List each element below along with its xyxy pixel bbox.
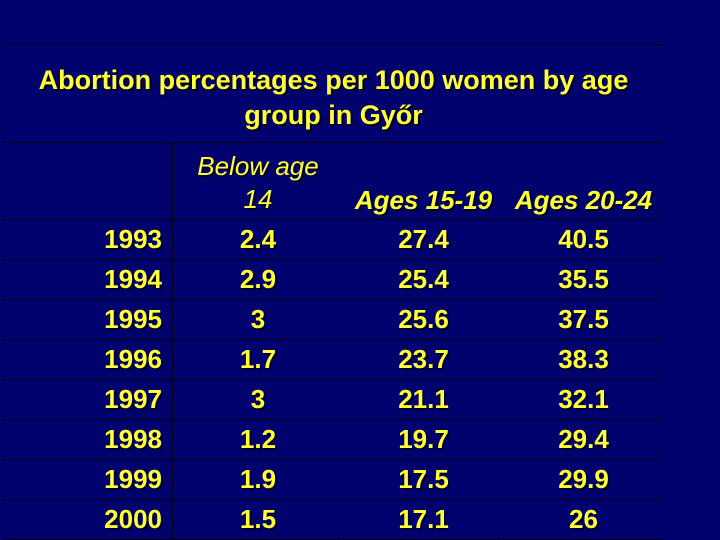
table-row: 1993 2.4 27.4 40.5 bbox=[3, 219, 664, 260]
value-cell: 25.4 bbox=[343, 259, 504, 300]
value-cell: 25.6 bbox=[343, 299, 504, 340]
year-cell: 2000 bbox=[3, 499, 173, 540]
header-year-cell bbox=[3, 142, 173, 220]
value-cell: 17.1 bbox=[343, 499, 504, 540]
year-cell: 1997 bbox=[3, 379, 173, 420]
header-ages-20-24-cell: Ages 20-24 bbox=[503, 142, 664, 220]
value-cell: 17.5 bbox=[343, 459, 504, 500]
year-cell: 1995 bbox=[3, 299, 173, 340]
value-cell: 1.7 bbox=[172, 339, 344, 380]
value-cell: 2.9 bbox=[172, 259, 344, 300]
header-below-14-cell: Below age 14 bbox=[172, 142, 344, 220]
abortion-data-table: Abortion percentages per 1000 women by a… bbox=[3, 44, 664, 540]
value-cell: 37.5 bbox=[503, 299, 664, 340]
value-cell: 27.4 bbox=[343, 219, 504, 260]
value-cell: 19.7 bbox=[343, 419, 504, 460]
header-row: Below age 14 Ages 15-19 Ages 20-24 bbox=[3, 142, 664, 220]
value-cell: 29.9 bbox=[503, 459, 664, 500]
title-cell: Abortion percentages per 1000 women by a… bbox=[3, 44, 664, 143]
value-cell: 2.4 bbox=[172, 219, 344, 260]
year-cell: 1996 bbox=[3, 339, 173, 380]
table-row: 1999 1.9 17.5 29.9 bbox=[3, 459, 664, 500]
table-row: 1997 3 21.1 32.1 bbox=[3, 379, 664, 420]
value-cell: 23.7 bbox=[343, 339, 504, 380]
value-cell: 1.5 bbox=[172, 499, 344, 540]
value-cell: 40.5 bbox=[503, 219, 664, 260]
header-ages-15-19-label: Ages 15-19 bbox=[354, 185, 493, 215]
title-row: Abortion percentages per 1000 women by a… bbox=[3, 44, 664, 143]
slide-title: Abortion percentages per 1000 women by a… bbox=[38, 65, 629, 130]
year-cell: 1999 bbox=[3, 459, 173, 500]
value-cell: 38.3 bbox=[503, 339, 664, 380]
value-cell: 29.4 bbox=[503, 419, 664, 460]
header-ages-20-24-label: Ages 20-24 bbox=[514, 185, 653, 215]
value-cell: 3 bbox=[172, 379, 344, 420]
value-cell: 21.1 bbox=[343, 379, 504, 420]
value-cell: 1.9 bbox=[172, 459, 344, 500]
value-cell: 3 bbox=[172, 299, 344, 340]
value-cell: 26 bbox=[503, 499, 664, 540]
table-row: 1998 1.2 19.7 29.4 bbox=[3, 419, 664, 460]
table-row: 1994 2.9 25.4 35.5 bbox=[3, 259, 664, 300]
table-row: 1995 3 25.6 37.5 bbox=[3, 299, 664, 340]
header-ages-15-19-cell: Ages 15-19 bbox=[343, 142, 504, 220]
table-row: 2000 1.5 17.1 26 bbox=[3, 499, 664, 540]
year-cell: 1998 bbox=[3, 419, 173, 460]
value-cell: 1.2 bbox=[172, 419, 344, 460]
value-cell: 35.5 bbox=[503, 259, 664, 300]
header-below-14-label: Below age 14 bbox=[197, 151, 319, 214]
value-cell: 32.1 bbox=[503, 379, 664, 420]
year-cell: 1994 bbox=[3, 259, 173, 300]
year-cell: 1993 bbox=[3, 219, 173, 260]
table-row: 1996 1.7 23.7 38.3 bbox=[3, 339, 664, 380]
